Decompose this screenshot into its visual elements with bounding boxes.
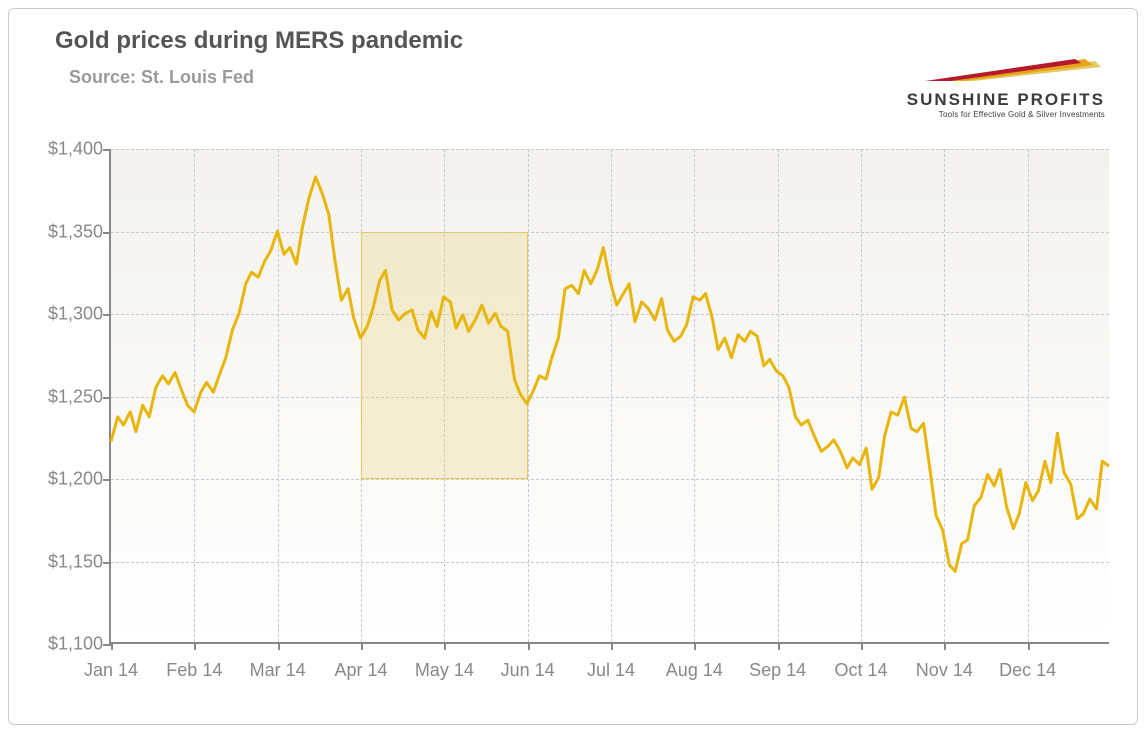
x-tick: [361, 642, 363, 650]
x-axis-label: Mar 14: [250, 660, 306, 681]
x-tick: [944, 642, 946, 650]
x-tick: [694, 642, 696, 650]
y-axis-label: $1,150: [48, 551, 103, 572]
logo-swoosh-icon: [885, 59, 1105, 85]
logo-name: SUNSHINE PROFITS: [885, 90, 1105, 110]
y-axis-label: $1,350: [48, 221, 103, 242]
x-axis-label: Jul 14: [587, 660, 635, 681]
y-tick: [103, 397, 111, 399]
x-tick: [278, 642, 280, 650]
x-axis-label: Oct 14: [834, 660, 887, 681]
x-tick: [611, 642, 613, 650]
brand-logo: SUNSHINE PROFITS Tools for Effective Gol…: [885, 59, 1105, 119]
y-tick: [103, 479, 111, 481]
logo-tagline: Tools for Effective Gold & Silver Invest…: [885, 110, 1105, 119]
x-tick: [861, 642, 863, 650]
x-tick: [1028, 642, 1030, 650]
x-axis-label: Aug 14: [666, 660, 723, 681]
x-tick: [194, 642, 196, 650]
x-axis-label: May 14: [415, 660, 474, 681]
y-axis-label: $1,400: [48, 139, 103, 160]
x-tick: [444, 642, 446, 650]
x-axis-label: Nov 14: [916, 660, 973, 681]
y-axis-label: $1,300: [48, 304, 103, 325]
y-axis-label: $1,100: [48, 634, 103, 655]
x-axis-label: Feb 14: [166, 660, 222, 681]
x-axis-label: Apr 14: [334, 660, 387, 681]
price-line: [111, 149, 1109, 642]
x-tick: [111, 642, 113, 650]
x-axis-label: Sep 14: [749, 660, 806, 681]
chart-container: Gold prices during MERS pandemic Source:…: [8, 8, 1138, 725]
x-axis-label: Jan 14: [84, 660, 138, 681]
x-axis-label: Jun 14: [501, 660, 555, 681]
y-tick: [103, 232, 111, 234]
y-axis-label: $1,200: [48, 469, 103, 490]
y-tick: [103, 149, 111, 151]
chart-title: Gold prices during MERS pandemic: [55, 27, 463, 55]
plot-area: $1,100$1,150$1,200$1,250$1,300$1,350$1,4…: [109, 149, 1109, 644]
y-axis-label: $1,250: [48, 386, 103, 407]
chart-source: Source: St. Louis Fed: [69, 67, 254, 88]
x-tick: [778, 642, 780, 650]
x-axis-label: Dec 14: [999, 660, 1056, 681]
x-tick: [528, 642, 530, 650]
y-tick: [103, 314, 111, 316]
y-tick: [103, 562, 111, 564]
y-tick: [103, 644, 111, 646]
